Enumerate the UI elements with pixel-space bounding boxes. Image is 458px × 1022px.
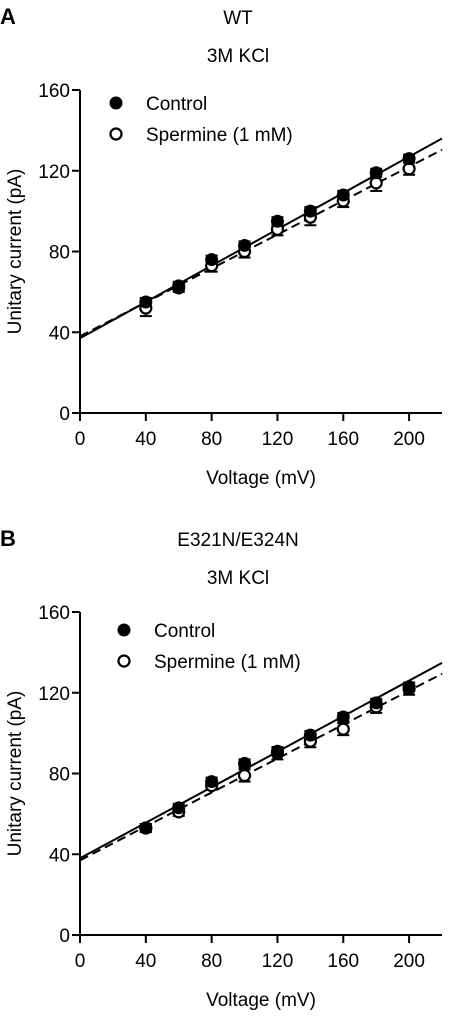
chart-a-point-control: [238, 238, 252, 252]
chart-a-svg: A WT 3M KCl 0 40 80 120 160 0 40 80 120 160 200 Voltag…: [0, 4, 443, 489]
chart-b-point-spermine: [336, 722, 350, 736]
chart-a-legend-label-spermine: Spermine (1 mM): [146, 125, 293, 146]
chart-a-y-tick-label: 120: [38, 162, 70, 183]
chart-a-y-axis-label: Unitary current (pA): [5, 169, 26, 335]
chart-b-legend-label-control: Control: [154, 621, 215, 642]
chart-a-legend-marker-spermine: [109, 127, 123, 141]
chart-a-point-control: [369, 166, 383, 180]
chart-b-legend-marker-control: [117, 623, 131, 637]
chart-a-fit-line-spermine: [79, 148, 443, 338]
chart-b-point-control: [369, 696, 383, 710]
chart-a-title: WT: [223, 8, 253, 29]
chart-a-x-tick-label: 40: [135, 429, 156, 450]
chart-a-y-tick-label: 80: [49, 243, 70, 264]
chart-b-point-control: [238, 756, 252, 770]
chart-b-x-tick-label: 40: [135, 951, 156, 972]
chart-b-x-tick-label: 120: [262, 951, 294, 972]
chart-b-x-tick-label: 80: [201, 951, 222, 972]
chart-b-legend-label-spermine: Spermine (1 mM): [154, 652, 301, 673]
chart-b-fit-line-control: [79, 661, 443, 860]
chart-a-point-control: [270, 214, 284, 228]
chart-b-point-control: [205, 775, 219, 789]
chart-a-panel-label: A: [0, 4, 16, 29]
chart-b-panel-label: B: [0, 526, 16, 551]
chart-a-point-control: [336, 188, 350, 202]
chart-panel-a: A WT 3M KCl 0 40 80 120 160 0 40 80 120 160 200 Voltag…: [0, 0, 458, 500]
chart-a-x-tick-label: 0: [75, 429, 86, 450]
chart-b-x-axis-label: Voltage (mV): [206, 990, 316, 1011]
chart-a-x-tick-label: 80: [201, 429, 222, 450]
chart-b-x-tick-label: 200: [393, 951, 425, 972]
chart-a-legend-marker-control: [109, 96, 123, 110]
chart-b-y-axis-label: Unitary current (pA): [5, 691, 26, 857]
chart-b-subtitle: 3M KCl: [207, 568, 269, 589]
chart-b-legend-marker-spermine: [117, 654, 131, 668]
chart-b-point-control: [336, 710, 350, 724]
chart-a-point-control: [139, 295, 153, 309]
chart-a-y-tick-label: 160: [38, 81, 70, 102]
chart-b-y-tick-label: 40: [49, 845, 70, 866]
chart-a-subtitle: 3M KCl: [207, 46, 269, 67]
chart-b-fit-line-spermine: [79, 672, 443, 862]
chart-b-svg: B E321N/E324N 3M KCl 0 40 80 120 160 0 40 80 120 160…: [0, 526, 443, 1011]
chart-b-x-tick-label: 0: [75, 951, 86, 972]
chart-a-y-tick-label: 0: [59, 404, 70, 425]
chart-panel-b: B E321N/E324N 3M KCl 0 40 80 120 160 0 40 80 120 160…: [0, 522, 458, 1022]
chart-a-point-control: [205, 253, 219, 267]
chart-b-point-spermine: [237, 768, 252, 783]
chart-b-y-tick-label: 80: [49, 765, 70, 786]
chart-b-point-control: [139, 821, 153, 835]
chart-a-point-control: [303, 204, 317, 218]
chart-b-point-control: [172, 801, 186, 815]
chart-b-point-control: [303, 728, 317, 742]
chart-b-y-tick-label: 120: [38, 684, 70, 705]
chart-b-title: E321N/E324N: [177, 530, 298, 551]
chart-b-point-control: [402, 680, 416, 694]
chart-b-y-tick-label: 0: [59, 926, 70, 947]
chart-b-point-control: [270, 744, 284, 758]
chart-b-x-tick-label: 160: [327, 951, 359, 972]
chart-a-x-tick-label: 200: [393, 429, 425, 450]
chart-a-point-control: [402, 152, 416, 166]
chart-a-point-control: [172, 279, 186, 293]
chart-a-x-tick-label: 120: [262, 429, 294, 450]
chart-a-x-tick-label: 160: [327, 429, 359, 450]
chart-a-x-axis-label: Voltage (mV): [206, 468, 316, 489]
chart-a-y-tick-label: 40: [49, 323, 70, 344]
chart-a-legend-label-control: Control: [146, 94, 207, 115]
chart-b-y-tick-label: 160: [38, 603, 70, 624]
